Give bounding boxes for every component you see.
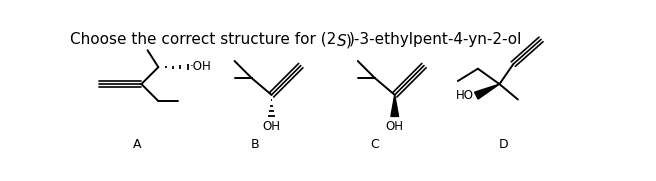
Text: ·OH: ·OH (190, 60, 212, 73)
Text: D: D (499, 138, 508, 151)
Polygon shape (475, 84, 499, 99)
Text: A: A (133, 138, 142, 151)
Text: B: B (251, 138, 259, 151)
Text: $\it{S}$): $\it{S}$) (336, 32, 352, 50)
Text: Choose the correct structure for (2: Choose the correct structure for (2 (70, 32, 336, 47)
Text: HO: HO (456, 89, 474, 102)
Polygon shape (391, 95, 399, 116)
Text: OH: OH (262, 119, 281, 132)
Text: )-3-ethylpent-4-yn-2-ol: )-3-ethylpent-4-yn-2-ol (349, 32, 523, 47)
Text: C: C (371, 138, 379, 151)
Text: OH: OH (386, 119, 403, 132)
